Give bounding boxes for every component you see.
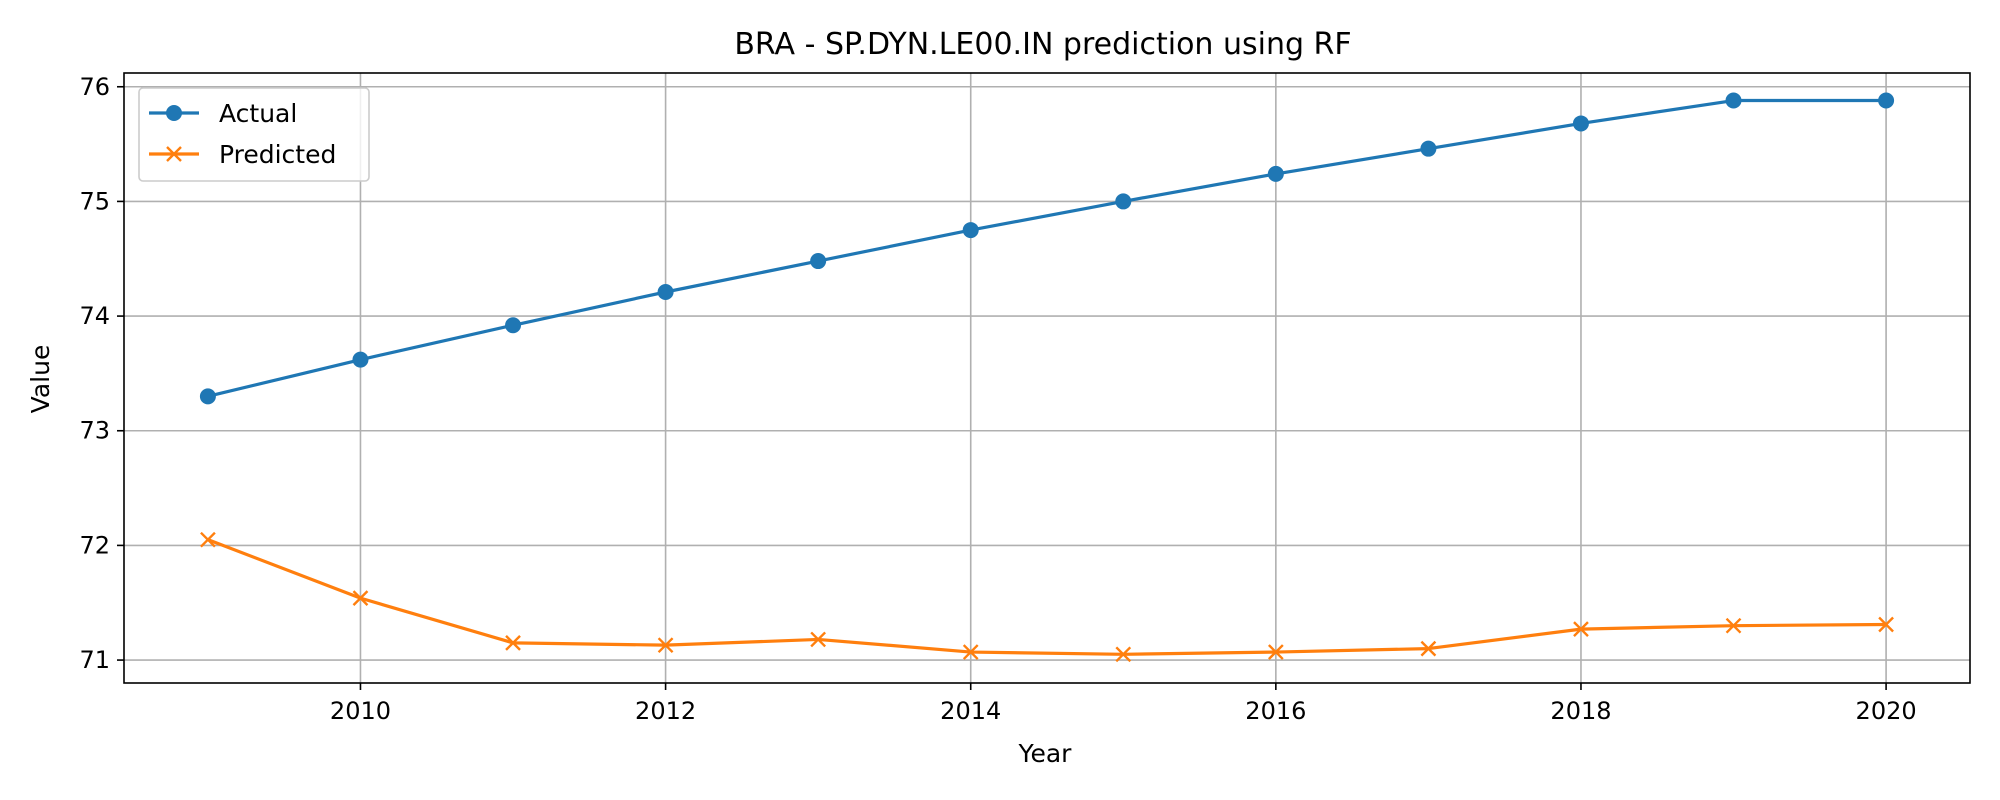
chart-title: BRA - SP.DYN.LE00.IN prediction using RF	[734, 27, 1351, 62]
legend-marker-predicted	[166, 146, 182, 162]
data-point-predicted	[352, 590, 369, 606]
legend-label-predicted: Predicted	[219, 140, 336, 169]
y-tick-label: 76	[79, 73, 110, 101]
x-tick-label: 2014	[940, 697, 1001, 725]
data-point-actual	[1572, 115, 1589, 132]
x-axis-label: Year	[1018, 739, 1073, 768]
y-tick-label: 74	[79, 302, 110, 330]
data-point-predicted	[1420, 640, 1437, 657]
legend-label-actual: Actual	[219, 99, 297, 128]
axes-frame	[123, 72, 1971, 684]
legend-marker-actual	[166, 105, 182, 121]
data-point-predicted	[1725, 617, 1742, 634]
data-point-predicted	[1267, 644, 1284, 660]
y-tick-label: 73	[79, 417, 110, 445]
legend-box	[138, 87, 370, 182]
data-point-predicted	[810, 631, 827, 648]
x-tick-label: 2012	[635, 697, 696, 725]
data-point-predicted	[657, 637, 674, 654]
y-tick-label: 72	[79, 531, 110, 559]
data-point-predicted	[962, 644, 979, 660]
data-point-actual	[962, 222, 979, 239]
data-point-actual	[1878, 92, 1895, 109]
data-point-actual	[505, 317, 522, 334]
y-tick-label: 71	[79, 646, 110, 674]
x-tick-label: 2018	[1550, 697, 1611, 725]
data-point-actual	[199, 388, 216, 405]
series-line-predicted	[207, 538, 1887, 656]
data-point-predicted	[200, 531, 216, 548]
data-point-actual	[1725, 92, 1742, 109]
data-point-predicted	[505, 635, 521, 651]
x-tick-label: 2020	[1856, 697, 1917, 725]
data-point-actual	[1115, 193, 1132, 210]
data-point-predicted	[1573, 621, 1589, 637]
data-point-actual	[810, 253, 827, 270]
x-tick-label: 2016	[1245, 697, 1306, 725]
data-point-predicted	[1115, 646, 1132, 663]
series-line-actual	[207, 98, 1887, 398]
y-axis-label: Value	[26, 345, 55, 414]
data-point-actual	[1420, 140, 1437, 157]
data-point-actual	[657, 284, 674, 301]
plot-area: 2010 2012 2014 2016 2018 2020 71 72 73 74 75 76 Actu…	[79, 72, 1971, 725]
data-point-actual	[352, 351, 369, 368]
x-tick-label: 2010	[330, 697, 391, 725]
y-tick-label: 75	[79, 187, 110, 215]
data-point-predicted	[1878, 616, 1894, 633]
data-point-actual	[1267, 165, 1284, 182]
